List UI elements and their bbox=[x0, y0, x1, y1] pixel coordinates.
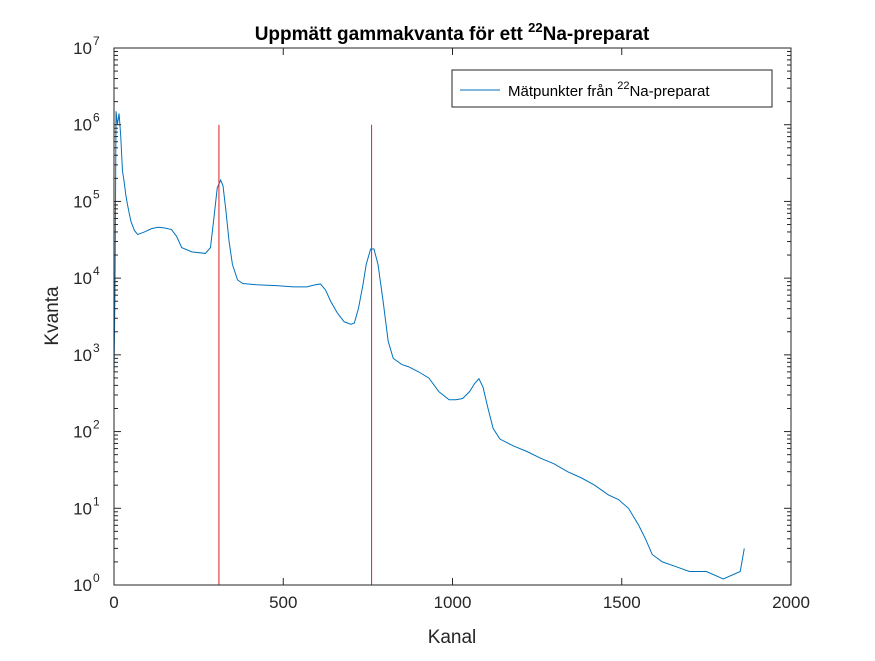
y-tick-label: 10 bbox=[73, 576, 92, 595]
y-tick-label: 10 bbox=[73, 192, 92, 211]
y-tick-label: 10 bbox=[73, 269, 92, 288]
chart-title: Uppmätt gammakvanta för ett 22Na-prepara… bbox=[255, 20, 650, 45]
legend-label-main: Mätpunkter från bbox=[508, 83, 617, 100]
x-tick-label: 500 bbox=[269, 593, 297, 612]
y-tick-exponent: 2 bbox=[93, 418, 100, 432]
y-tick-label: 10 bbox=[73, 39, 92, 58]
y-tick-label: 10 bbox=[73, 346, 92, 365]
y-tick-exponent: 3 bbox=[93, 341, 100, 355]
y-tick-exponent: 6 bbox=[93, 111, 100, 125]
legend-box bbox=[451, 69, 773, 108]
y-tick-label: 10 bbox=[73, 499, 92, 518]
y-tick-label: 10 bbox=[73, 116, 92, 135]
x-tick-label: 0 bbox=[109, 593, 118, 612]
y-tick-exponent: 4 bbox=[93, 264, 100, 278]
y-tick-exponent: 7 bbox=[93, 34, 100, 48]
y-axis-label: Kvanta bbox=[42, 286, 63, 346]
y-tick-exponent: 1 bbox=[93, 494, 100, 508]
y-tick-exponent: 5 bbox=[93, 187, 100, 201]
legend-label-superscript: 22 bbox=[617, 80, 629, 92]
x-tick-label: 1500 bbox=[603, 593, 641, 612]
chart-title-suffix: Na-preparat bbox=[543, 24, 650, 45]
plot-background bbox=[114, 48, 791, 585]
series-line-spectrum bbox=[113, 111, 745, 580]
legend: Mätpunkter från 22Na-preparat bbox=[451, 69, 773, 108]
y-tick-exponent: 0 bbox=[93, 571, 100, 585]
chart-title-main: Uppmätt gammakvanta för ett bbox=[255, 24, 528, 45]
data-layer bbox=[113, 111, 745, 585]
legend-label-suffix: Na-preparat bbox=[629, 83, 710, 100]
x-tick-label: 1000 bbox=[434, 593, 472, 612]
legend-label: Mätpunkter från 22Na-preparat bbox=[508, 80, 710, 100]
chart-title-superscript: 22 bbox=[528, 20, 542, 35]
y-tick-label: 10 bbox=[73, 423, 92, 442]
x-tick-label: 2000 bbox=[772, 593, 810, 612]
x-axis-label: Kanal bbox=[428, 627, 477, 648]
